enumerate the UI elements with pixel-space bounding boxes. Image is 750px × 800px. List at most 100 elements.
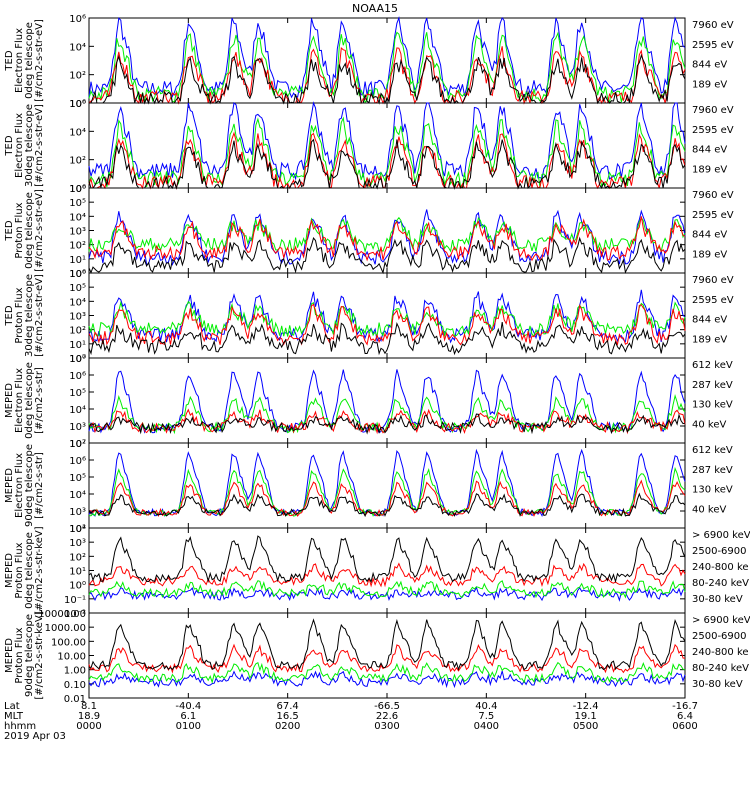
x-tick-label: 0100 xyxy=(176,721,201,732)
y-axis-label-line: [#/cm2-s-str-eV] xyxy=(34,104,45,187)
y-tick-label: 10⁰ xyxy=(69,269,86,280)
y-axis-label-line: Proton Flux xyxy=(14,627,25,683)
y-tick-label: 10² xyxy=(69,524,86,535)
series-trace-blue xyxy=(88,586,686,602)
y-tick-label: 10³ xyxy=(69,507,86,518)
series-trace-green xyxy=(88,394,686,435)
x-tick-label: -40.4 xyxy=(175,701,201,712)
y-tick-label: 10⁻² xyxy=(64,609,86,620)
legend-entry: > 6900 keV xyxy=(692,615,750,626)
y-tick-label: 0.10 xyxy=(64,680,86,691)
y-tick-label: 10⁴ xyxy=(69,490,86,501)
y-tick-label: 10³ xyxy=(69,422,86,433)
y-tick-label: 10⁵ xyxy=(69,198,86,209)
y-tick-label: 10⁻¹ xyxy=(64,595,86,606)
y-tick-label: 10¹ xyxy=(69,567,86,578)
legend-entry: 844 eV xyxy=(692,60,727,71)
y-tick-label: 10000.00 xyxy=(38,609,86,620)
x-tick-label: 16.5 xyxy=(277,711,299,722)
legend-entry: 2595 eV xyxy=(692,210,734,221)
legend-entry: 189 eV xyxy=(692,164,727,175)
series-trace-black xyxy=(88,535,686,584)
legend-entry: 80-240 keV xyxy=(692,663,749,674)
y-axis-label-line: Proton Flux xyxy=(14,287,25,343)
panel-frame xyxy=(88,527,686,614)
y-tick-label: 10² xyxy=(69,71,86,82)
y-tick-label: 10⁷ xyxy=(69,439,86,450)
x-tick-label: -16.7 xyxy=(672,701,698,712)
y-tick-label: 10⁴ xyxy=(69,524,86,535)
y-axis-label: MEPEDProton Flux0deg telescope[#/cm2-s-s… xyxy=(4,526,45,614)
series-trace-red xyxy=(88,408,686,435)
y-tick-label: 10¹ xyxy=(69,340,86,351)
panel-frame xyxy=(88,442,686,529)
series-trace-red xyxy=(88,46,686,105)
y-tick-label: 10⁴ xyxy=(69,42,86,53)
y-axis-label-line: 0deg telescope xyxy=(24,192,35,269)
legend-entry: 2500-6900 xyxy=(692,631,747,642)
series-trace-black xyxy=(88,236,686,275)
y-axis-label-line: MEPED xyxy=(4,468,15,503)
series-trace-black xyxy=(88,492,686,518)
y-axis-label-line: [#/cm2-s-str] xyxy=(34,367,45,434)
y-tick-label: 1000.00 xyxy=(45,623,86,634)
y-tick-label: 10³ xyxy=(69,538,86,549)
y-tick-label: 10³ xyxy=(69,227,86,238)
y-tick-label: 10⁴ xyxy=(69,212,86,223)
y-axis-label-line: 0deg telescope xyxy=(24,22,35,99)
y-tick-label: 10⁷ xyxy=(69,354,86,365)
y-axis-label-line: MEPED xyxy=(4,383,15,418)
series-trace-blue xyxy=(88,101,686,181)
legend-entry: 844 eV xyxy=(692,315,727,326)
series-trace-green xyxy=(88,580,686,599)
y-axis-label-line: Electron Flux xyxy=(14,368,25,433)
y-tick-label: 100.00 xyxy=(51,637,86,648)
series-trace-black xyxy=(89,53,686,105)
y-axis-label-line: [#/cm2-s-str] xyxy=(34,452,45,519)
y-tick-label: 10⁶ xyxy=(69,99,86,110)
legend-entry: 7960 eV xyxy=(692,105,734,116)
y-axis-label: TEDElectron Flux0deg telescope[#/cm2-s-s… xyxy=(4,19,45,102)
y-tick-label: 10⁶ xyxy=(69,456,86,467)
y-axis-label-line: MEPED xyxy=(4,638,15,673)
y-tick-label: 10⁴ xyxy=(69,405,86,416)
y-axis-label-line: [#/cm2-s-str-eV] xyxy=(34,189,45,272)
legend-entry: 40 keV xyxy=(692,419,726,430)
y-tick-label: 10⁰ xyxy=(69,184,86,195)
y-axis-label-line: Electron Flux xyxy=(14,453,25,518)
y-tick-label: 10⁰ xyxy=(69,581,86,592)
legend-entry: 40 keV xyxy=(692,504,726,515)
y-axis-label-line: 90deg telescope xyxy=(24,614,35,697)
y-axis-label: TEDProton Flux0deg telescope[#/cm2-s-str… xyxy=(4,189,45,272)
y-axis-label-line: Electron Flux xyxy=(14,28,25,93)
y-tick-label: 10⁰ xyxy=(69,354,86,365)
series-trace-blue xyxy=(88,369,686,434)
legend-entry: 287 keV xyxy=(692,380,733,391)
series-trace-red xyxy=(88,562,686,588)
x-tick-label: 6.4 xyxy=(677,711,693,722)
series-trace-red xyxy=(88,303,686,346)
y-axis-label-line: [#/cm2-s-str-keV] xyxy=(34,611,45,699)
x-row-label: Lat xyxy=(4,701,20,712)
y-tick-label: 10⁵ xyxy=(69,283,86,294)
y-tick-label: 10⁴ xyxy=(69,297,86,308)
series-trace-green xyxy=(88,661,686,684)
series-trace-green xyxy=(88,216,686,254)
series-trace-red xyxy=(88,643,686,674)
y-tick-label: 10¹ xyxy=(69,255,86,266)
y-axis-label-line: 0deg telescope xyxy=(24,532,35,609)
legend-entry: 30-80 keV xyxy=(692,594,743,605)
y-tick-label: 1.00 xyxy=(64,666,86,677)
x-tick-label: 6.1 xyxy=(180,711,196,722)
y-axis-label-line: TED xyxy=(4,220,15,241)
legend-entry: 130 keV xyxy=(692,400,733,411)
legend-entry: 7960 eV xyxy=(692,20,734,31)
y-axis-label: TEDElectron Flux30deg telescope[#/cm2-s-… xyxy=(4,104,45,187)
series-trace-black xyxy=(88,413,686,435)
panel-4: 10⁰ 10¹ 10² 10³ 10⁴ 10⁵ 10⁶ TEDProton Flux30deg… xyxy=(4,269,734,365)
x-tick-label: 40.4 xyxy=(475,701,497,712)
y-tick-label: 10⁴ xyxy=(69,127,86,138)
x-tick-label: 0200 xyxy=(275,721,300,732)
